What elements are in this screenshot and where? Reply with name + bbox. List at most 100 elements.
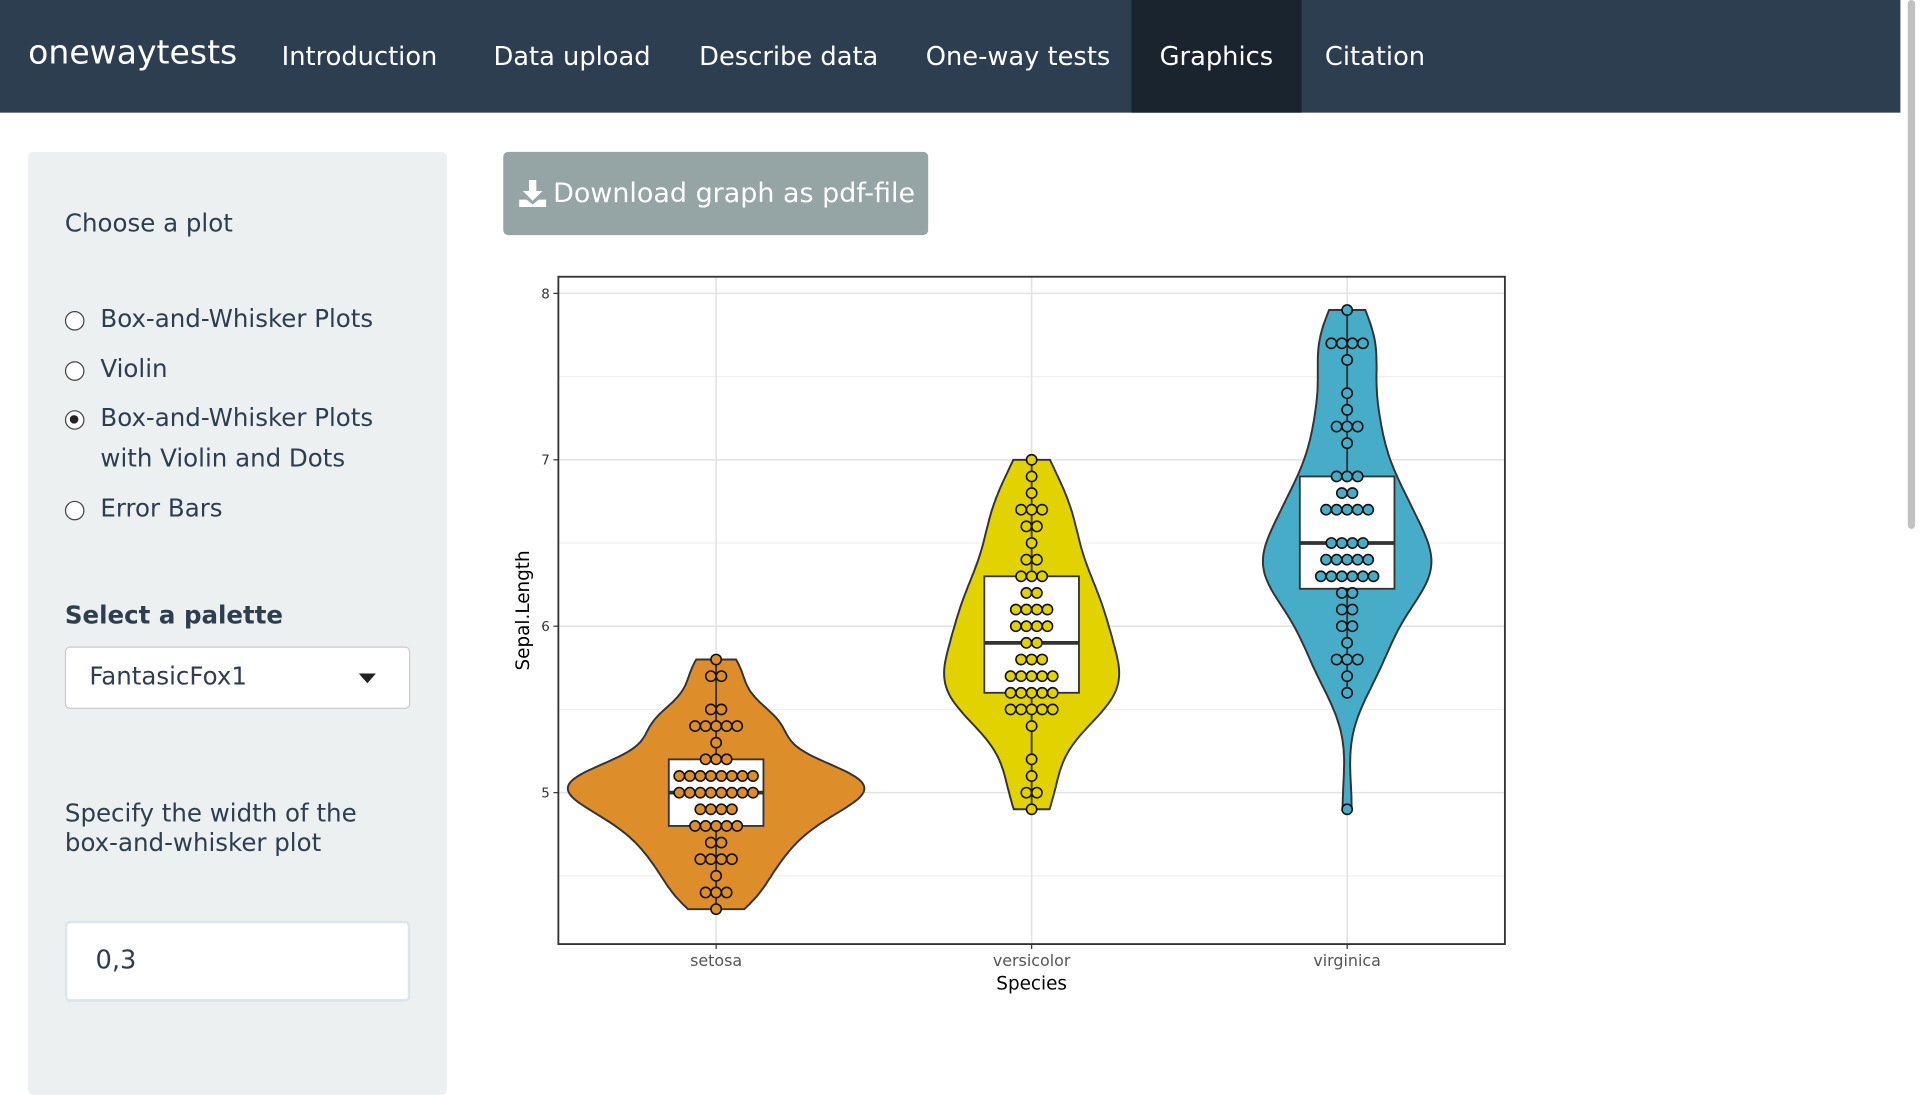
dot [725, 786, 738, 799]
dot [699, 819, 712, 832]
dot [1004, 686, 1017, 699]
dot [710, 753, 723, 766]
dot [1036, 570, 1049, 583]
dot [747, 770, 759, 782]
radio-option[interactable]: Violin [64, 354, 394, 389]
dot [1015, 703, 1028, 716]
dot [1030, 553, 1043, 566]
dot [704, 703, 717, 716]
radio-button[interactable] [64, 361, 85, 381]
dot [1335, 586, 1348, 599]
dot [1025, 753, 1038, 766]
radio-button[interactable] [64, 311, 85, 331]
nav-tab[interactable]: Graphics [1131, 0, 1302, 113]
dot [731, 819, 744, 832]
dot [736, 770, 749, 782]
nav-tab[interactable]: Citation [1324, 41, 1426, 72]
scrollbar[interactable] [1907, 0, 1916, 529]
dot [1015, 503, 1028, 516]
dot [1041, 603, 1054, 616]
dot [725, 803, 738, 816]
dot [1030, 620, 1043, 633]
dot [1346, 603, 1359, 616]
dot [699, 720, 712, 733]
dot [1346, 487, 1359, 500]
dot [1004, 670, 1017, 683]
dot [673, 770, 686, 782]
dot [1346, 586, 1359, 599]
dot [1314, 570, 1327, 583]
dot [1009, 620, 1022, 633]
radio-option[interactable]: Box-and-Whisker Plots [64, 304, 394, 339]
dot [1020, 603, 1033, 616]
dot [710, 720, 723, 733]
dot [1020, 786, 1033, 799]
radio-button[interactable] [64, 410, 85, 430]
dot [1015, 570, 1028, 583]
dot [1357, 537, 1369, 549]
download-button[interactable]: Download graph as pdf-file [503, 151, 929, 236]
y-axis-title: Sepal.Length [513, 550, 534, 670]
dot [704, 786, 717, 799]
nav-tab[interactable]: One-way tests [925, 41, 1111, 72]
dot [1036, 686, 1049, 699]
dot [710, 903, 723, 916]
dot [1346, 570, 1359, 583]
dot [1030, 786, 1043, 799]
dot [1015, 686, 1028, 699]
dot [1025, 537, 1038, 549]
dot [715, 703, 728, 716]
dot [1341, 354, 1354, 366]
dot [1025, 487, 1038, 500]
dot [1015, 653, 1028, 666]
dot [715, 803, 728, 816]
dot [1030, 520, 1043, 533]
dot [1036, 703, 1049, 716]
download-icon [518, 180, 546, 207]
radio-button[interactable] [64, 500, 85, 521]
dot [1357, 570, 1369, 583]
palette-select[interactable]: FantasicFox1 [64, 646, 411, 709]
dot [710, 819, 723, 832]
dot [1025, 803, 1038, 816]
dot [1341, 403, 1354, 416]
dot [1046, 703, 1059, 716]
dot [1046, 686, 1059, 699]
dot [1346, 620, 1359, 633]
dot [1357, 337, 1369, 350]
dot [1346, 537, 1359, 549]
dot [689, 819, 702, 832]
nav-tab[interactable]: Introduction [281, 41, 438, 72]
dot [1330, 420, 1343, 433]
dot [1351, 553, 1364, 566]
brand[interactable]: onewaytests [28, 34, 238, 73]
dot [1330, 553, 1343, 566]
dot [1335, 487, 1348, 500]
dot [710, 869, 723, 882]
dot [1025, 720, 1038, 733]
dot [1346, 337, 1359, 350]
nav-tab[interactable]: Data upload [493, 41, 651, 72]
dot [1335, 603, 1348, 616]
dot [1341, 387, 1354, 400]
dot [720, 886, 733, 899]
dot [725, 770, 738, 782]
plot-label: Choose a plot [64, 208, 233, 238]
y-tick-label: 6 [541, 620, 550, 635]
radio-option[interactable]: Box-and-Whisker Plots with Violin and Do… [64, 403, 394, 478]
dot [1036, 503, 1049, 516]
dot [1341, 653, 1354, 666]
radio-option[interactable]: Error Bars [64, 493, 394, 529]
download-label: Download graph as pdf-file [553, 178, 916, 209]
dot [1004, 703, 1017, 716]
width-input[interactable]: 0,3 [64, 920, 411, 1002]
dot [715, 836, 728, 849]
dot [720, 753, 733, 766]
dot [704, 803, 717, 816]
dot [1362, 553, 1375, 566]
dot [1325, 570, 1338, 583]
dot [1330, 653, 1343, 666]
nav-tab[interactable]: Describe data [699, 41, 879, 72]
